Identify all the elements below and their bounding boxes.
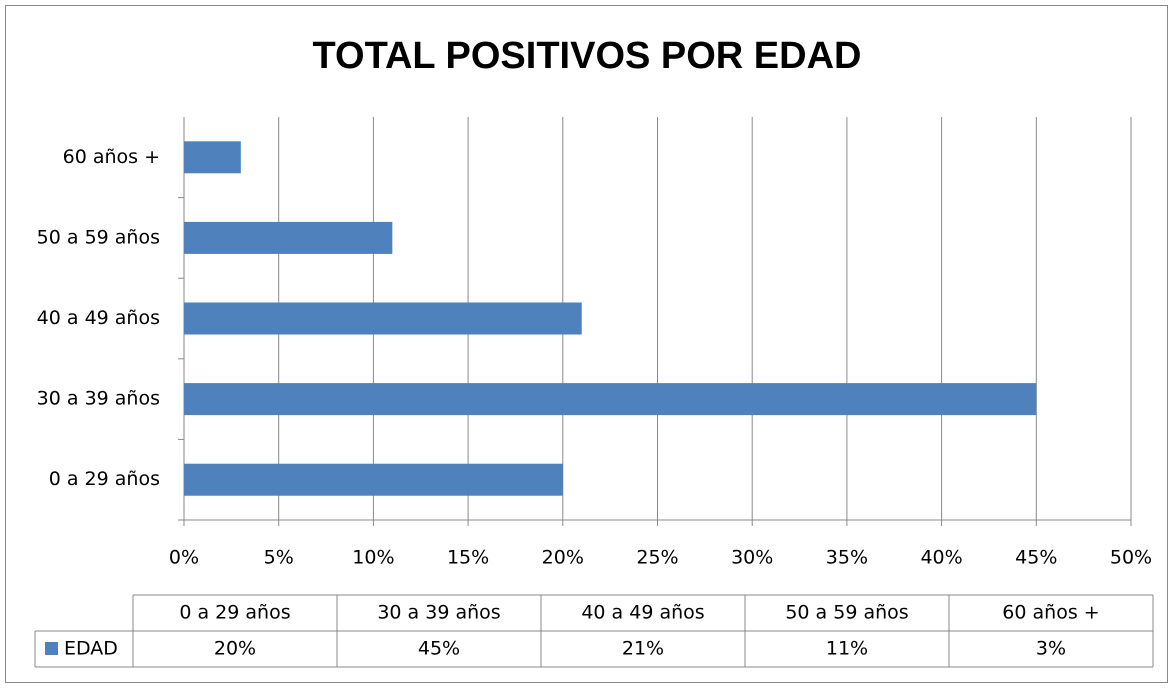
y-tick-label: 50 a 59 años xyxy=(37,226,160,248)
y-tick-label: 60 años + xyxy=(63,146,160,168)
bar xyxy=(184,383,1037,416)
table-value: 20% xyxy=(214,638,256,660)
table-header: 0 a 29 años xyxy=(179,602,290,624)
x-tick-label: 30% xyxy=(731,547,773,569)
table-value: 3% xyxy=(1036,638,1066,660)
bar xyxy=(184,463,563,496)
x-tick-label: 20% xyxy=(542,547,584,569)
y-tick-label: 40 a 49 años xyxy=(37,307,160,329)
y-tick-label: 30 a 39 años xyxy=(37,388,160,410)
x-tick-label: 25% xyxy=(636,547,678,569)
bar xyxy=(184,302,582,335)
table-header: 60 años + xyxy=(1002,602,1099,624)
table-header: 50 a 59 años xyxy=(785,602,908,624)
x-tick-label: 40% xyxy=(920,547,962,569)
table-header: 30 a 39 años xyxy=(377,602,500,624)
y-tick-label: 0 a 29 años xyxy=(49,468,160,490)
bar xyxy=(184,141,241,174)
table-header: 40 a 49 años xyxy=(581,602,704,624)
x-tick-label: 10% xyxy=(352,547,394,569)
x-tick-label: 0% xyxy=(169,547,199,569)
table-value: 11% xyxy=(826,638,868,660)
x-tick-label: 45% xyxy=(1015,547,1057,569)
x-tick-label: 35% xyxy=(826,547,868,569)
x-tick-label: 5% xyxy=(264,547,294,569)
table-value: 21% xyxy=(622,638,664,660)
chart-border xyxy=(5,5,1168,683)
table-value: 45% xyxy=(418,638,460,660)
legend-label: EDAD xyxy=(64,638,118,660)
legend-key xyxy=(45,642,58,655)
x-tick-label: 15% xyxy=(447,547,489,569)
bar xyxy=(184,221,393,254)
x-tick-label: 50% xyxy=(1110,547,1152,569)
chart-title: TOTAL POSITIVOS POR EDAD xyxy=(313,35,862,77)
